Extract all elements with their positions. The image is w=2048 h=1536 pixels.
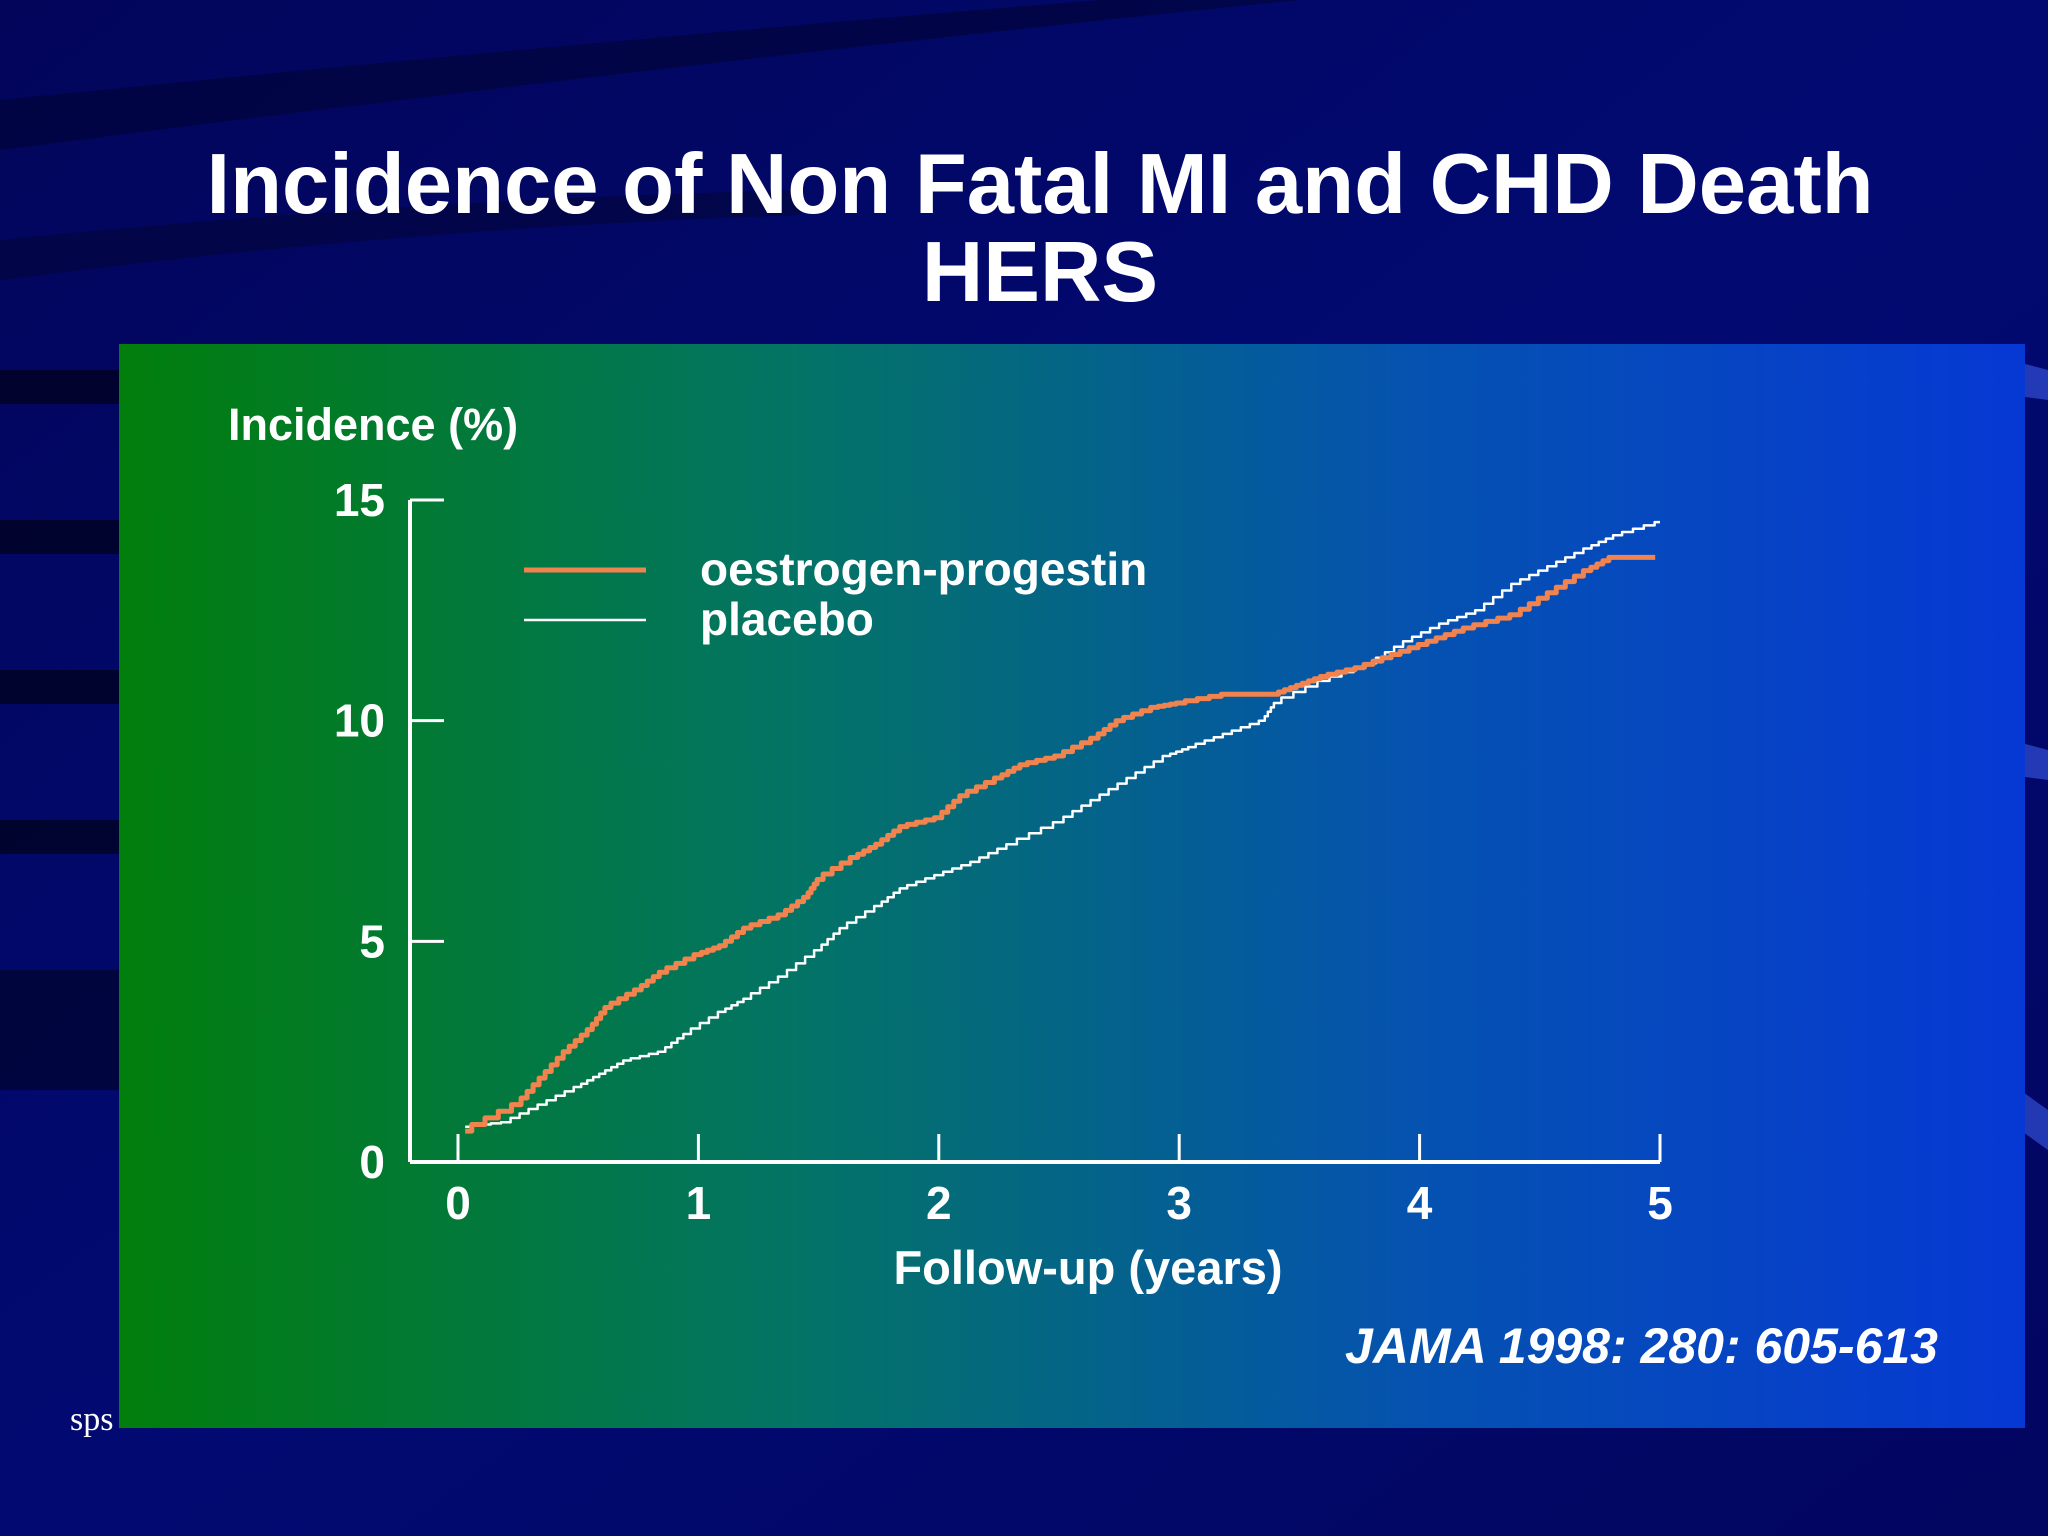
y-tick-label: 15 [334,474,385,526]
legend-label: placebo [700,593,874,645]
y-tick-label: 0 [359,1136,385,1188]
citation: JAMA 1998: 280: 605-613 [1345,1318,1938,1374]
slide-title-line-2: HERS [921,225,1159,320]
x-tick-label: 3 [1166,1177,1192,1229]
x-tick-label: 1 [686,1177,712,1229]
series-lines [465,520,1660,1134]
legend-label: oestrogen-progestin [700,543,1147,595]
x-axis-label: Follow-up (years) [893,1241,1282,1294]
x-tick-label: 2 [926,1177,952,1229]
x-tick-label: 4 [1407,1177,1433,1229]
series-line-oestrogen-progestin [465,554,1656,1134]
x-tick-label: 0 [445,1177,471,1229]
x-tick-label: 5 [1647,1177,1673,1229]
chart-panel [119,344,2025,1428]
axes: 0 5 10 15 0 1 2 3 4 5 [334,474,1673,1229]
footer-mark: sps [70,1401,114,1438]
y-tick-label: 5 [359,915,385,967]
y-tick-label: 10 [334,695,385,747]
y-axis-label: Incidence (%) [228,399,518,450]
series-line-placebo [465,520,1660,1128]
slide-title-line-1: Incidence of Non Fatal MI and CHD Death [206,137,1874,232]
